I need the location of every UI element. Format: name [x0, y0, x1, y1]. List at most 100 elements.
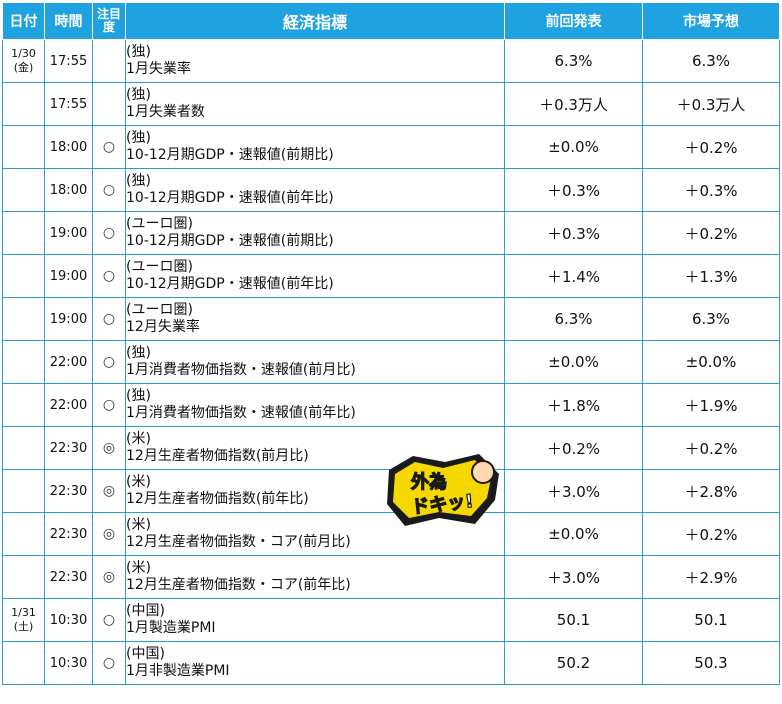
date-cell: [2, 512, 45, 556]
attention-mark: ◎: [92, 469, 126, 513]
indicator-region: (ユーロ圏): [126, 259, 193, 275]
attention-mark: ○: [92, 125, 126, 169]
indicator-region: (米): [126, 431, 151, 447]
indicator-name: 12月生産者物価指数(前月比): [126, 448, 309, 464]
indicator-name: 12月生産者物価指数・コア(前年比): [126, 577, 351, 593]
time-cell: 10:30: [44, 598, 93, 642]
previous-value: ±0.0%: [504, 125, 643, 169]
indicator-name: 12月生産者物価指数・コア(前月比): [126, 534, 351, 550]
indicator-region: (米): [126, 474, 151, 490]
attention-mark: ◎: [92, 512, 126, 556]
time-cell: 19:00: [44, 254, 93, 298]
attention-mark: ○: [92, 168, 126, 212]
indicator-region: (独): [126, 87, 151, 103]
time-cell: 22:00: [44, 340, 93, 384]
attention-mark: ○: [92, 383, 126, 427]
date-cell: [2, 211, 45, 255]
date-cell: [2, 168, 45, 212]
date-cell: [2, 254, 45, 298]
indicator-region: (ユーロ圏): [126, 302, 193, 318]
attention-mark: ○: [92, 641, 126, 685]
indicator-region: (米): [126, 560, 151, 576]
previous-value: ±0.0%: [504, 340, 643, 384]
attention-mark: [92, 39, 126, 83]
indicator-name: 1月失業者数: [126, 104, 205, 120]
previous-value: ＋0.3%: [504, 168, 643, 212]
time-cell: 19:00: [44, 211, 93, 255]
indicator-cell: (ユーロ圏) 10-12月期GDP・速報値(前年比): [125, 254, 505, 298]
indicator-cell: (米) 12月生産者物価指数・コア(前年比): [125, 555, 505, 599]
date-cell: [2, 297, 45, 341]
table-row: 22:00 ○ (独) 1月消費者物価指数・速報値(前月比) ±0.0% ±0.0%: [2, 340, 780, 384]
time-cell: 22:30: [44, 469, 93, 513]
time-cell: 22:30: [44, 555, 93, 599]
previous-value: 50.1: [504, 598, 643, 642]
indicator-name: 1月非製造業PMI: [126, 663, 230, 679]
previous-value: 50.2: [504, 641, 643, 685]
previous-value: ＋1.4%: [504, 254, 643, 298]
indicator-cell: (中国) 1月製造業PMI: [125, 598, 505, 642]
previous-value: ±0.0%: [504, 512, 643, 556]
forecast-value: ±0.0%: [642, 340, 780, 384]
previous-value: ＋0.3%: [504, 211, 643, 255]
header-attention: 注目度: [92, 2, 126, 40]
time-cell: 22:30: [44, 512, 93, 556]
table-row: 22:30 ◎ (米) 12月生産者物価指数・コア(前年比) ＋3.0% ＋2.9%: [2, 555, 780, 599]
indicator-region: (中国): [126, 603, 165, 619]
indicator-cell: (米) 12月生産者物価指数・コア(前月比): [125, 512, 505, 556]
forecast-value: 6.3%: [642, 297, 780, 341]
date-cell: 1/31 (土): [2, 598, 45, 642]
date-cell: 1/30 (金): [2, 39, 45, 83]
forecast-value: ＋0.2%: [642, 125, 780, 169]
indicator-region: (独): [126, 173, 151, 189]
indicator-name: 10-12月期GDP・速報値(前年比): [126, 190, 334, 206]
indicator-region: (独): [126, 44, 151, 60]
previous-value: ＋1.8%: [504, 383, 643, 427]
table-row: 18:00 ○ (独) 10-12月期GDP・速報値(前年比) ＋0.3% ＋0.3%: [2, 168, 780, 212]
attention-mark: ◎: [92, 426, 126, 470]
indicator-cell: (中国) 1月非製造業PMI: [125, 641, 505, 685]
forecast-value: ＋0.2%: [642, 211, 780, 255]
indicator-name: 1月消費者物価指数・速報値(前月比): [126, 362, 356, 378]
forecast-value: ＋2.8%: [642, 469, 780, 513]
indicator-name: 10-12月期GDP・速報値(前期比): [126, 233, 334, 249]
forecast-value: ＋0.3%: [642, 168, 780, 212]
indicator-region: (独): [126, 130, 151, 146]
indicator-cell: (独) 1月消費者物価指数・速報値(前年比): [125, 383, 505, 427]
indicator-region: (中国): [126, 646, 165, 662]
date-cell: [2, 426, 45, 470]
forecast-value: 50.1: [642, 598, 780, 642]
indicator-cell: (独) 1月失業者数: [125, 82, 505, 126]
indicator-name: 10-12月期GDP・速報値(前期比): [126, 147, 334, 163]
table-row: 1/31 (土) 10:30 ○ (中国) 1月製造業PMI 50.1 50.1: [2, 598, 780, 642]
previous-value: ＋0.2%: [504, 426, 643, 470]
table-row: 22:00 ○ (独) 1月消費者物価指数・速報値(前年比) ＋1.8% ＋1.9%: [2, 383, 780, 427]
attention-mark: ○: [92, 340, 126, 384]
forecast-value: ＋0.2%: [642, 512, 780, 556]
date-cell: [2, 340, 45, 384]
forecast-value: ＋0.2%: [642, 426, 780, 470]
date-cell: [2, 641, 45, 685]
attention-mark: ○: [92, 211, 126, 255]
thumbs-up-icon: [471, 460, 495, 484]
date-cell: [2, 125, 45, 169]
header-previous: 前回発表: [504, 2, 643, 40]
indicator-cell: (独) 1月失業率: [125, 39, 505, 83]
table-row: 10:30 ○ (中国) 1月非製造業PMI 50.2 50.3: [2, 641, 780, 685]
time-cell: 19:00: [44, 297, 93, 341]
previous-value: ＋0.3万人: [504, 82, 643, 126]
table-row: 22:30 ◎ (米) 12月生産者物価指数・コア(前月比) ±0.0% ＋0.2%: [2, 512, 780, 556]
header-date: 日付: [2, 2, 45, 40]
date-cell: [2, 555, 45, 599]
table-row: 19:00 ○ (ユーロ圏) 10-12月期GDP・速報値(前期比) ＋0.3% ＋0.2…: [2, 211, 780, 255]
forecast-value: 50.3: [642, 641, 780, 685]
previous-value: ＋3.0%: [504, 555, 643, 599]
time-cell: 10:30: [44, 641, 93, 685]
previous-value: 6.3%: [504, 39, 643, 83]
indicator-cell: (ユーロ圏) 10-12月期GDP・速報値(前期比): [125, 211, 505, 255]
time-cell: 22:00: [44, 383, 93, 427]
time-cell: 22:30: [44, 426, 93, 470]
forecast-value: 6.3%: [642, 39, 780, 83]
attention-mark: ◎: [92, 555, 126, 599]
indicator-name: 1月製造業PMI: [126, 620, 216, 636]
